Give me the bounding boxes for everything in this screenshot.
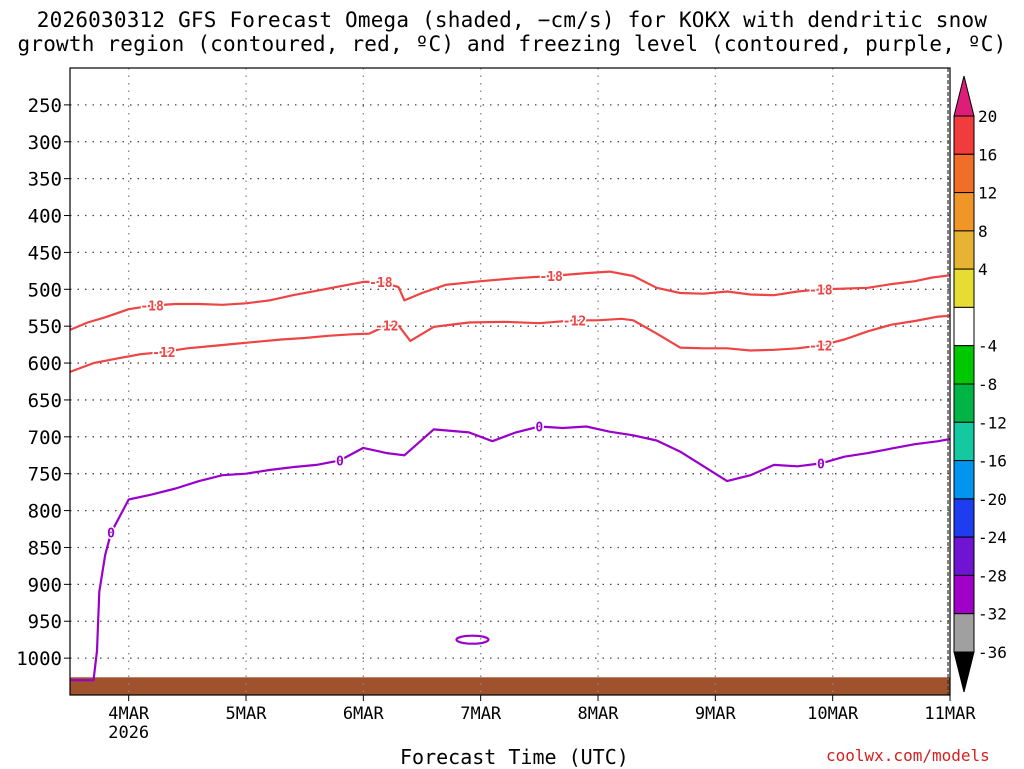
contour-label: -18: [140, 300, 164, 315]
x-tick-label: 8MAR: [578, 704, 620, 724]
x-tick-label: 9MAR: [695, 704, 737, 724]
contour-freezing-loop: [455, 634, 490, 645]
contour-label: -18: [369, 276, 393, 291]
colorbar-segment: [953, 192, 975, 232]
contour-label: 0: [535, 421, 543, 436]
colorbar-label: 20: [978, 107, 997, 126]
colorbar-segment: [953, 536, 975, 576]
colorbar-label: 8: [978, 222, 988, 241]
y-tick-label: 500: [28, 279, 62, 301]
y-tick-label: 400: [28, 206, 62, 228]
colorbar-segment: [953, 460, 975, 500]
y-tick-label: 350: [28, 169, 62, 191]
colorbar-segment: [953, 230, 975, 270]
y-tick-label: 300: [28, 132, 62, 154]
contour-label: 0: [817, 457, 825, 472]
y-tick-label: 750: [28, 464, 62, 486]
colorbar-segment: [953, 498, 975, 538]
x-tick-label: 4MAR: [108, 704, 150, 724]
colorbar-segment: [953, 383, 975, 423]
colorbar-label: -32: [978, 605, 1007, 624]
y-tick-label: 600: [28, 353, 62, 375]
colorbar-segment: [953, 306, 975, 347]
contour--12c-isotherm: [70, 314, 950, 373]
colorbar-label: -20: [978, 490, 1007, 509]
x-tick-label: 11MAR: [924, 704, 976, 724]
x-tick-label: 7MAR: [460, 704, 502, 724]
grid-lines: [70, 68, 950, 695]
contour-label: 0: [336, 454, 344, 469]
y-tick-label: 800: [28, 501, 62, 523]
colorbar-top-arrow: [953, 75, 975, 117]
x-tick-sublabel: 2026: [108, 723, 149, 743]
y-tick-label: 700: [28, 427, 62, 449]
terrain-ground: [70, 677, 950, 695]
y-tick-label: 1000: [16, 648, 62, 670]
contour-0c-freezing-level: [70, 425, 950, 682]
y-tick-label: 550: [28, 316, 62, 338]
y-tick-label: 650: [28, 390, 62, 412]
y-tick-label: 950: [28, 611, 62, 633]
colorbar-label: -4: [978, 337, 997, 356]
x-tick-label: 5MAR: [226, 704, 268, 724]
colorbar-label: 16: [978, 145, 997, 164]
contour-label: -12: [152, 346, 175, 361]
colorbar-segment: [953, 421, 975, 462]
colorbar-segment: [953, 115, 975, 155]
colorbar-label: -12: [978, 413, 1007, 432]
y-tick-label: 900: [28, 574, 62, 596]
colorbar-label: -16: [978, 452, 1007, 471]
contour-label: -18: [539, 270, 563, 285]
x-tick-label: 10MAR: [807, 704, 859, 724]
plot-area: [70, 68, 950, 695]
contour-label: 0: [107, 527, 115, 542]
credit-link[interactable]: coolwx.com/models: [826, 746, 990, 765]
title-line-1: 2026030312 GFS Forecast Omega (shaded, −…: [36, 8, 988, 32]
colorbar-label: -28: [978, 566, 1007, 585]
x-tick-label: 6MAR: [343, 704, 385, 724]
y-tick-label: 250: [28, 95, 62, 117]
colorbar-segment: [953, 153, 975, 194]
contour-label: -12: [375, 319, 398, 334]
contour--18c-isotherm: [70, 270, 950, 331]
contour-label: -18: [809, 283, 833, 298]
colorbar-segment: [953, 268, 975, 308]
chart-title: 2026030312 GFS Forecast Omega (shaded, −…: [0, 8, 1024, 56]
colorbar-label: -8: [978, 375, 997, 394]
plot-frame: [69, 67, 951, 696]
colorbar-label: -24: [978, 528, 1007, 547]
colorbar-label: 12: [978, 184, 997, 203]
colorbar-bottom-arrow: [953, 651, 975, 693]
contour-label: -12: [563, 314, 586, 329]
contour-label: -12: [809, 339, 832, 354]
title-line-2: growth region (contoured, red, ºC) and f…: [17, 32, 1007, 56]
colorbar-segment: [953, 613, 975, 653]
y-tick-label: 450: [28, 242, 62, 264]
colorbar-segment: [953, 345, 975, 385]
colorbar-segment: [953, 574, 975, 615]
y-tick-label: 850: [28, 538, 62, 560]
x-axis-label: Forecast Time (UTC): [400, 745, 629, 769]
colorbar-label: 4: [978, 260, 988, 279]
colorbar-label: -36: [978, 643, 1007, 662]
